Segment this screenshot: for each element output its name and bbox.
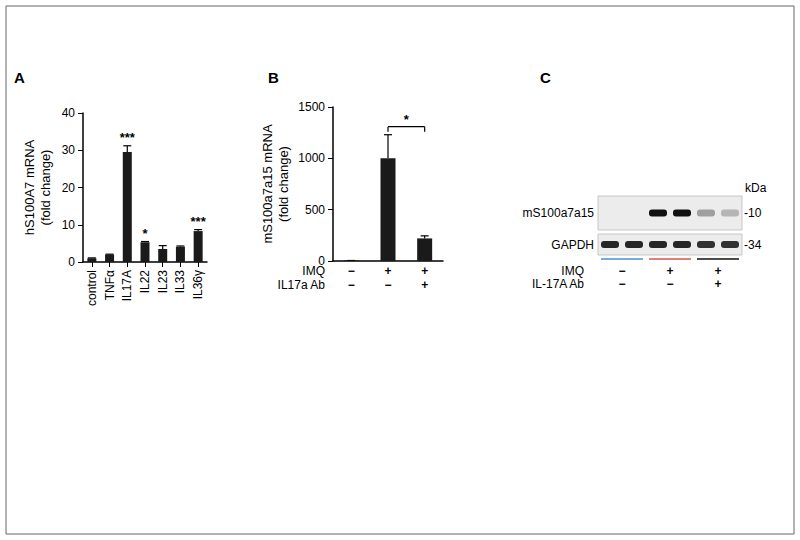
svg-text:+: + (384, 264, 391, 278)
svg-text:IL17A: IL17A (120, 270, 134, 301)
svg-text:mS100a7a15 mRNA: mS100a7a15 mRNA (260, 124, 275, 244)
svg-text:−: − (348, 278, 355, 292)
svg-text:A: A (14, 69, 25, 86)
svg-text:IMQ: IMQ (302, 264, 325, 278)
svg-text:TNFα: TNFα (103, 270, 117, 300)
svg-text:(fold change): (fold change) (38, 150, 53, 226)
svg-text:IL36γ: IL36γ (191, 270, 205, 299)
svg-text:IL17a Ab: IL17a Ab (278, 278, 326, 292)
svg-text:-34: -34 (744, 238, 762, 252)
svg-text:***: *** (120, 130, 136, 145)
svg-text:−: − (384, 278, 391, 292)
svg-text:0: 0 (318, 254, 325, 268)
svg-text:*: * (142, 226, 148, 241)
svg-text:0: 0 (68, 255, 75, 269)
svg-text:−: − (618, 277, 625, 291)
svg-text:C: C (540, 69, 551, 86)
svg-text:−: − (666, 277, 673, 291)
svg-text:***: *** (191, 214, 207, 229)
svg-text:+: + (421, 278, 428, 292)
svg-text:IL23: IL23 (156, 270, 170, 294)
svg-text:30: 30 (62, 143, 76, 157)
svg-text:+: + (421, 264, 428, 278)
svg-text:*: * (404, 112, 410, 127)
svg-text:IMQ: IMQ (561, 264, 584, 278)
svg-text:+: + (714, 277, 721, 291)
svg-text:1000: 1000 (298, 151, 325, 165)
svg-text:1500: 1500 (298, 100, 325, 114)
svg-text:mS100a7a15: mS100a7a15 (523, 206, 595, 220)
svg-text:(fold change): (fold change) (276, 146, 291, 222)
svg-text:10: 10 (62, 218, 76, 232)
svg-text:GAPDH: GAPDH (551, 238, 594, 252)
svg-text:control: control (85, 270, 99, 306)
svg-text:kDa: kDa (745, 181, 767, 195)
svg-text:IL22: IL22 (138, 270, 152, 294)
svg-text:20: 20 (62, 181, 76, 195)
svg-text:−: − (618, 264, 625, 278)
svg-text:IL-17A Ab: IL-17A Ab (532, 277, 584, 291)
svg-text:-10: -10 (744, 206, 762, 220)
svg-text:B: B (268, 69, 279, 86)
svg-text:−: − (348, 264, 355, 278)
svg-text:40: 40 (62, 106, 76, 120)
svg-text:hS100A7 mRNA: hS100A7 mRNA (22, 139, 37, 235)
svg-text:+: + (666, 264, 673, 278)
svg-text:IL33: IL33 (173, 270, 187, 294)
svg-text:500: 500 (305, 203, 325, 217)
svg-text:+: + (714, 264, 721, 278)
